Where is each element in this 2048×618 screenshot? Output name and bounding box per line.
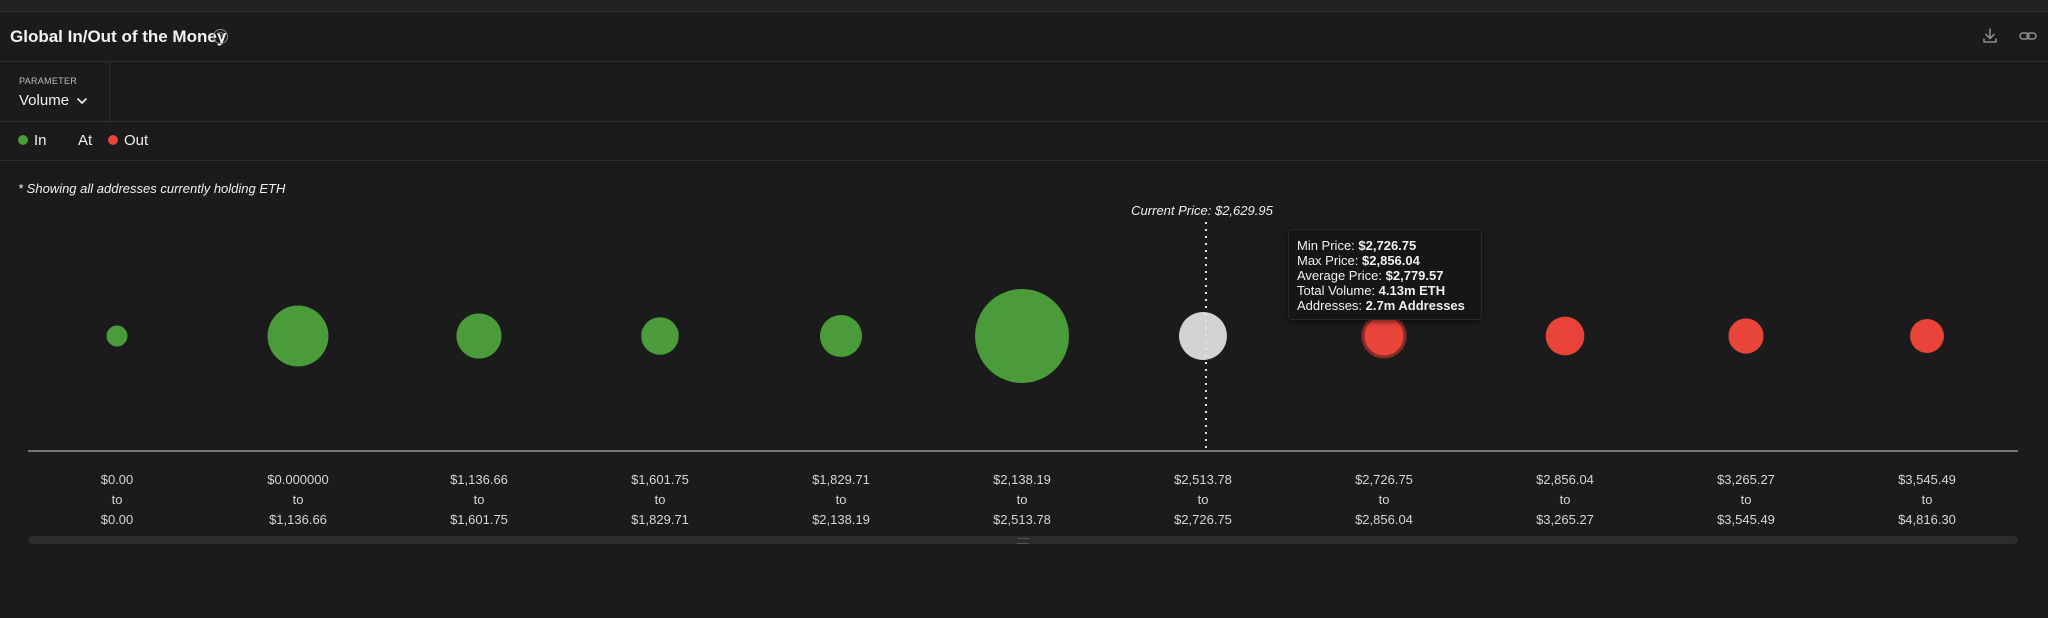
tick-label-to-word: to — [836, 492, 847, 507]
link-icon[interactable] — [2018, 26, 2038, 46]
top-strip — [0, 0, 2048, 12]
tick-label-to: $2,726.75 — [1174, 512, 1232, 527]
tooltip: Min Price: $2,726.75 Max Price: $2,856.0… — [1288, 229, 1482, 320]
tick-label-to: $3,265.27 — [1536, 512, 1594, 527]
tick-label-from: $2,513.78 — [1174, 472, 1232, 487]
page-title: Global In/Out of the Money — [10, 27, 227, 46]
parameter-row: PARAMETER Volume — [0, 62, 2048, 122]
tick-label-to: $1,829.71 — [631, 512, 689, 527]
money-chart: $0.00 to $0.00 $0.000000 to $1,136.66 $1,136.6… — [28, 203, 2018, 527]
tick-label-to: $2,138.19 — [812, 512, 870, 527]
legend-label-out: Out — [124, 132, 149, 149]
legend-dot-out — [108, 135, 118, 146]
tooltip-addresses: Addresses: 2.7m Addresses — [1297, 298, 1465, 313]
tick-label-from: $0.000000 — [267, 472, 328, 487]
parameter-caption: PARAMETER — [19, 76, 78, 86]
tooltip-max-price: Max Price: $2,856.04 — [1297, 253, 1420, 268]
bubble-at[interactable] — [1179, 312, 1227, 360]
tick-label-to: $1,601.75 — [450, 512, 508, 527]
tick-label-from: $1,136.66 — [450, 472, 508, 487]
tick-label-to-word: to — [1560, 492, 1571, 507]
tick-label-from: $3,265.27 — [1717, 472, 1775, 487]
tooltip-total-volume: Total Volume: 4.13m ETH — [1297, 283, 1446, 298]
holding-note: * Showing all addresses currently holdin… — [18, 181, 286, 196]
tick-label-from: $2,138.19 — [993, 472, 1051, 487]
tick-label-from: $1,601.75 — [631, 472, 689, 487]
tooltip-avg-price: Average Price: $2,779.57 — [1297, 268, 1444, 283]
bubble-out[interactable] — [1361, 313, 1407, 359]
panel-header: Global In/Out of the Money ? — [0, 12, 2048, 62]
help-icon[interactable]: ? — [213, 29, 228, 44]
legend-dot-in — [18, 135, 28, 146]
tick-label-to-word: to — [293, 492, 304, 507]
tick-label-to-word: to — [655, 492, 666, 507]
bubble-out[interactable] — [1545, 316, 1585, 356]
scrollbar-grip[interactable] — [1017, 538, 1029, 544]
bubble-in[interactable] — [975, 289, 1069, 383]
chart-scrollbar[interactable] — [28, 536, 2018, 544]
parameter-dropdown[interactable]: Volume — [19, 92, 88, 109]
chevron-down-icon — [77, 98, 88, 104]
parameter-value: Volume — [19, 92, 70, 109]
tick-label-to-word: to — [474, 492, 485, 507]
tick-label-to-word: to — [1017, 492, 1028, 507]
bubble-in[interactable] — [267, 305, 329, 367]
tick-label-to-word: to — [1198, 492, 1209, 507]
tick-label-from: $0.00 — [101, 472, 134, 487]
current-price-label: Current Price: $2,629.95 — [1131, 203, 1273, 218]
parameter-selector[interactable]: PARAMETER Volume — [0, 62, 110, 121]
tick-label-to-word: to — [1379, 492, 1390, 507]
legend-label-at: At — [78, 132, 93, 149]
tick-label-to: $4,816.30 — [1898, 512, 1956, 527]
tick-label-to: $1,136.66 — [269, 512, 327, 527]
tick-label-to: $2,513.78 — [993, 512, 1051, 527]
bubble-out[interactable] — [1728, 318, 1764, 354]
tick-label-to-word: to — [1922, 492, 1933, 507]
legend-item-out[interactable]: Out — [108, 132, 148, 149]
download-icon[interactable] — [1980, 26, 2000, 46]
tick-label-from: $2,856.04 — [1536, 472, 1594, 487]
tick-label-to: $3,545.49 — [1717, 512, 1775, 527]
tick-label-to: $0.00 — [101, 512, 134, 527]
legend-label-in: In — [34, 132, 47, 149]
tick-label-to-word: to — [1741, 492, 1752, 507]
tick-label-to: $2,856.04 — [1355, 512, 1413, 527]
tick-label-from: $1,829.71 — [812, 472, 870, 487]
bubble-in[interactable] — [641, 317, 679, 355]
bubble-in[interactable] — [106, 325, 128, 347]
legend-item-at[interactable]: At — [78, 132, 92, 149]
tick-label-from: $2,726.75 — [1355, 472, 1413, 487]
legend-item-in[interactable]: In — [18, 132, 47, 149]
tick-label-from: $3,545.49 — [1898, 472, 1956, 487]
bubble-out[interactable] — [1910, 319, 1944, 353]
bubble-in[interactable] — [456, 313, 502, 359]
tooltip-min-price: Min Price: $2,726.75 — [1297, 238, 1417, 253]
bubble-in[interactable] — [819, 314, 863, 358]
legend: In At Out — [0, 122, 2048, 161]
tick-label-to-word: to — [112, 492, 123, 507]
